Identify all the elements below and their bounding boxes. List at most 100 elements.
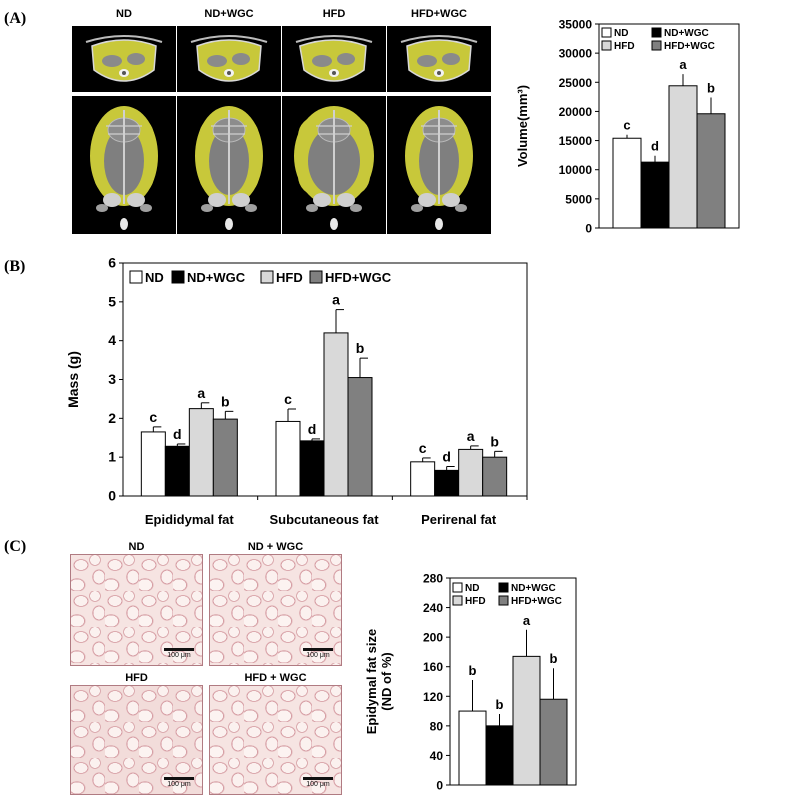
ct-cross-section [177, 26, 281, 92]
legend-label-nd: ND [465, 583, 479, 594]
significance-letter: b [356, 340, 365, 356]
legend-swatch-nd [601, 27, 612, 38]
histology-image-nd: 100 μm [70, 554, 203, 666]
legend-label-hfd: HFD [465, 596, 486, 607]
scale-bar-text: 100 μm [306, 652, 330, 659]
histo-label-nd: ND [128, 541, 145, 553]
y-tick-label: 2 [108, 410, 116, 426]
significance-letter: c [623, 118, 630, 133]
legend-swatch-nd-wgc [498, 582, 509, 593]
ct-cross-section [282, 26, 386, 92]
y-tick-label: 5000 [565, 192, 592, 206]
bar-hfd [512, 655, 541, 786]
legend-label-nd-wgc: ND+WGC [664, 28, 709, 39]
legend-swatch-hfd-wgc [651, 40, 662, 51]
legend-label-nd-wgc: ND+WGC [187, 270, 246, 285]
ct-label-nd-wgc: ND+WGC [204, 8, 254, 20]
y-axis-label: Epidymal fat size [364, 629, 379, 734]
legend-label-nd: ND [145, 270, 164, 285]
y-tick-label: 20000 [559, 105, 593, 119]
y-tick-label: 5 [108, 293, 116, 309]
bar-hfd-wgc-subcutaneous-fat [347, 377, 373, 497]
histology-image-hfd-wgc: 100 μm [209, 685, 342, 795]
legend-label-hfd-wgc: HFD+WGC [325, 270, 392, 285]
legend-swatch-nd-wgc [171, 270, 185, 284]
significance-letter: b [550, 651, 558, 666]
y-tick-label: 120 [423, 690, 443, 704]
fat-size-chart: 0 40 80 120 160 200 240 280 Epidymal fat size (ND… [364, 572, 577, 793]
legend-swatch-hfd-wgc [309, 270, 323, 284]
y-tick-label: 30000 [559, 47, 593, 61]
legend-label-hfd: HFD [614, 41, 635, 52]
bar-hfd-epididymal-fat [188, 408, 214, 497]
ct-label-nd: ND [116, 8, 132, 20]
histology-image-hfd: 100 μm [70, 685, 203, 795]
y-axis-label: Mass (g) [65, 351, 81, 408]
y-tick-label: 35000 [559, 18, 593, 32]
x-category-label-perirenal-fat: Perirenal fat [421, 512, 497, 527]
scale-bar: 100 μm [164, 777, 194, 788]
legend-swatch-hfd [452, 595, 463, 606]
bar-hfd-wgc [696, 113, 726, 229]
bar-nd-wgc-epididymal-fat [164, 445, 190, 497]
histo-label-hfd-wgc: HFD + WGC [244, 672, 307, 684]
significance-letter: d [442, 448, 451, 464]
ct-body-scan [177, 96, 281, 234]
bar-nd-wgc [640, 161, 670, 229]
ct-body-scan [282, 96, 386, 234]
bar-nd-perirenal-fat [410, 461, 436, 497]
legend-swatch-nd [452, 582, 463, 593]
y-tick-label: 25000 [559, 76, 593, 90]
bar-nd [458, 710, 487, 786]
legend-swatch-nd-wgc [651, 27, 662, 38]
y-axis-label: Volume(mm³) [515, 85, 530, 167]
panel-letter-b: (B) [4, 258, 26, 275]
significance-letter: b [707, 80, 715, 95]
bar-hfd-subcutaneous-fat [323, 332, 349, 497]
ct-body-scan [387, 96, 491, 234]
bar-nd-subcutaneous-fat [275, 420, 301, 497]
y-tick-label: 6 [108, 255, 116, 271]
legend-label-nd-wgc: ND+WGC [511, 583, 556, 594]
y-tick-label: 0 [436, 779, 443, 793]
histology-image-nd-wgc: 100 μm [209, 554, 342, 666]
significance-letter: a [523, 613, 531, 628]
ct-label-hfd-wgc: HFD+WGC [411, 8, 467, 20]
y-tick-label: 3 [108, 371, 116, 387]
significance-letter: c [149, 409, 157, 425]
significance-letter: d [173, 426, 182, 442]
scale-bar: 100 μm [303, 648, 333, 659]
bar-hfd-perirenal-fat [458, 448, 484, 497]
y-tick-label: 1 [108, 449, 116, 465]
significance-letter: a [467, 428, 475, 444]
scale-bar: 100 μm [303, 777, 333, 788]
legend-label-hfd-wgc: HFD+WGC [664, 41, 715, 52]
bar-nd-epididymal-fat [140, 431, 166, 497]
significance-letter: b [469, 663, 477, 678]
legend-label-hfd-wgc: HFD+WGC [511, 596, 562, 607]
volume-chart: 0 5000 10000 15000 20000 25000 30000 35000 Volum… [515, 18, 740, 236]
bar-hfd-wgc-perirenal-fat [482, 456, 508, 497]
y-tick-label: 15000 [559, 134, 593, 148]
bar-nd-wgc-perirenal-fat [434, 469, 460, 497]
legend-swatch-nd [129, 270, 143, 284]
legend-swatch-hfd [260, 270, 274, 284]
significance-letter: a [332, 292, 340, 308]
bar-hfd-wgc [539, 698, 568, 786]
y-tick-label: 0 [585, 222, 592, 236]
significance-letter: a [679, 57, 687, 72]
legend-swatch-hfd-wgc [498, 595, 509, 606]
significance-letter: b [490, 433, 499, 449]
histo-label-hfd: HFD [125, 672, 148, 684]
y-tick-label: 40 [430, 749, 444, 763]
bar-nd [612, 137, 642, 229]
x-category-label-epididymal-fat: Epididymal fat [145, 512, 235, 527]
y-tick-label: 10000 [559, 163, 593, 177]
ct-body-scan [72, 96, 176, 234]
significance-letter: c [419, 440, 427, 456]
scale-bar-text: 100 μm [306, 781, 330, 788]
significance-letter: c [284, 391, 292, 407]
y-tick-label: 280 [423, 572, 443, 586]
scale-bar-text: 100 μm [167, 781, 191, 788]
